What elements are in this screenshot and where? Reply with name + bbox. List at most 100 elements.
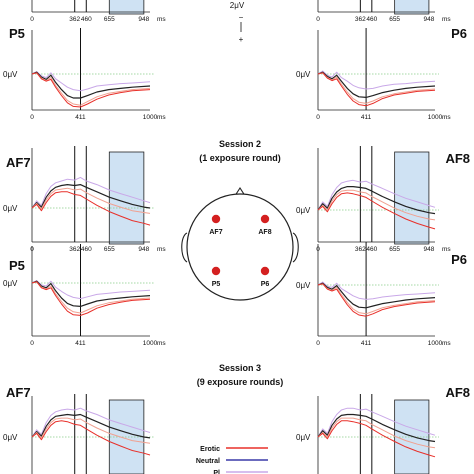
erp-waveform: [31, 413, 151, 439]
electrode-af8: [260, 214, 270, 224]
x-tick-label: 0: [316, 16, 320, 23]
erp-waveform: [31, 420, 151, 456]
zero-uv-label: 0μV: [3, 70, 18, 79]
x-tick-label: 0: [30, 16, 34, 23]
erp-waveform: [31, 281, 151, 314]
erp-waveform: [317, 192, 436, 230]
erp-panel: 0 362 460 655 948 ms: [316, 0, 451, 23]
x-tick-label: 1000: [143, 340, 158, 347]
electrode-af7: [211, 214, 221, 224]
erp-waveform: [317, 186, 436, 215]
electrode-p6-label: P6: [261, 281, 270, 288]
x-unit-label: ms: [442, 16, 451, 23]
erp-panels: P50μV04111000msP60μV04111000msAF70μV0362…: [3, 0, 470, 474]
erp-waveform: [317, 189, 436, 221]
erp-waveform: [31, 71, 151, 92]
x-tick-label: 655: [104, 246, 115, 253]
electrode-p5: [211, 266, 221, 276]
erp-panel: 0 362 460 655 948 ms: [30, 0, 166, 23]
electrode-af7-label: AF7: [209, 229, 222, 236]
x-tick-label: 655: [389, 16, 400, 23]
erp-panel: AF7 0μV: [3, 385, 154, 474]
session-2-subtitle: (1 exposure round): [199, 153, 281, 163]
x-tick-label: 411: [75, 340, 86, 347]
x-tick-label: 948: [423, 246, 434, 253]
zero-uv-label: 0μV: [3, 204, 18, 213]
session-3-heading: Session 3 (9 exposure rounds): [197, 363, 284, 387]
x-tick-label: 0: [316, 340, 320, 347]
erp-waveform: [317, 407, 436, 438]
electrode-af8-label: AF8: [258, 229, 271, 236]
zero-uv-label: 0μV: [296, 433, 311, 442]
electrode-title: AF8: [445, 385, 470, 400]
electrode-title: AF7: [6, 385, 31, 400]
erp-waveform: [317, 72, 436, 107]
x-tick-label: 362: [69, 246, 80, 253]
erp-waveform: [317, 282, 436, 309]
x-tick-label: 411: [361, 114, 372, 121]
x-tick-label: 460: [81, 16, 92, 23]
x-tick-label: 655: [104, 16, 115, 23]
head-left-ear: [181, 232, 188, 263]
x-tick-label: 411: [361, 340, 372, 347]
erp-waveform: [317, 413, 436, 443]
scale-bar-minus: −: [239, 13, 244, 22]
erp-waveform: [317, 283, 436, 315]
erp-waveform: [31, 71, 151, 99]
erp-panel: AF70μV0362460655948ms: [3, 146, 166, 253]
erp-panel: AF8 0μV: [296, 385, 470, 474]
electrode-title: P6: [451, 252, 467, 267]
erp-waveform: [317, 71, 436, 99]
x-tick-label: 0: [30, 340, 34, 347]
session-2-title: Session 2: [219, 139, 261, 149]
scale-bar-amplitude: 2μV: [230, 1, 245, 10]
x-tick-label: 460: [366, 246, 377, 253]
electrode-title: AF7: [6, 155, 31, 170]
zero-uv-label: 0μV: [296, 206, 311, 215]
electrode-p6: [260, 266, 270, 276]
erp-waveform: [31, 72, 151, 108]
x-unit-label: ms: [157, 16, 166, 23]
electrode-title: AF8: [445, 151, 470, 166]
erp-waveform: [31, 72, 151, 106]
legend-neutral-label: Neutral: [196, 458, 220, 465]
erp-waveform: [317, 420, 436, 458]
head-right-ear: [292, 232, 299, 263]
erp-waveform: [31, 281, 151, 316]
erp-waveform: [31, 280, 151, 307]
x-tick-label: 655: [389, 246, 400, 253]
electrode-title: P5: [9, 258, 25, 273]
electrode-p5-label: P5: [212, 281, 221, 288]
x-tick-label: 460: [81, 246, 92, 253]
erp-waveform: [317, 283, 436, 317]
x-unit-label: ms: [442, 340, 451, 347]
erp-panel: P5 0μV 0 411 1000 ms: [3, 244, 166, 347]
zero-uv-label: 0μV: [296, 70, 311, 79]
scale-bar-plus: +: [239, 35, 244, 44]
x-tick-label: 460: [366, 16, 377, 23]
analysis-window: [394, 151, 430, 245]
zero-uv-label: 0μV: [3, 279, 18, 288]
erp-waveform: [31, 184, 151, 209]
x-tick-label: 362: [355, 246, 366, 253]
x-tick-label: 948: [138, 246, 149, 253]
session-2-heading: Session 2 (1 exposure round): [199, 139, 281, 163]
x-tick-label: 1000: [428, 340, 443, 347]
erp-waveform: [317, 417, 436, 449]
x-unit-label: ms: [442, 246, 451, 253]
x-unit-label: ms: [157, 114, 166, 121]
legend: Erotic Neutral Pl: [196, 446, 268, 474]
head-map: AF7 AF8 P5 P6: [181, 186, 299, 301]
erp-waveform: [31, 280, 151, 300]
erp-waveform: [317, 72, 436, 104]
session-3-subtitle: (9 exposure rounds): [197, 377, 284, 387]
x-unit-label: ms: [157, 246, 166, 253]
erp-waveform: [31, 187, 151, 214]
erp-waveform: [317, 70, 436, 90]
x-tick-label: 948: [423, 16, 434, 23]
session-3-title: Session 3: [219, 363, 261, 373]
amplitude-scale-bar: 2μV − +: [230, 1, 245, 44]
